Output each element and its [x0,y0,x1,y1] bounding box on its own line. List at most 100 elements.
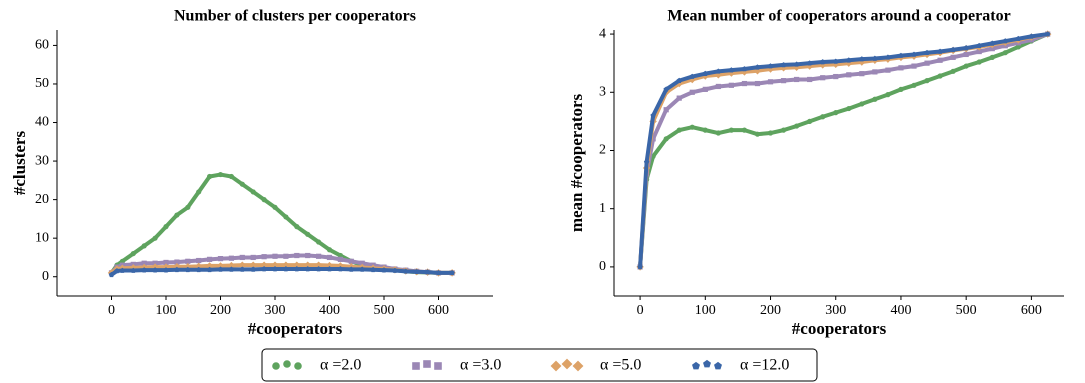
marker [163,224,169,230]
marker [250,254,256,261]
legend-label: α =2.0 [320,357,361,374]
marker [359,266,365,272]
marker [196,189,202,195]
legend-marker [714,361,722,370]
marker [370,266,376,273]
marker [963,45,969,51]
x-tick-label: 600 [1021,303,1042,318]
marker [381,267,387,273]
marker [911,63,917,69]
y-tick-label: 0 [42,269,49,284]
marker [185,258,191,264]
marker [754,131,761,137]
marker [261,254,267,260]
marker [859,101,865,107]
marker [228,255,234,261]
marker [196,257,202,264]
marker [820,114,826,120]
marker [239,181,245,187]
marker [898,65,904,71]
y-axis-label: mean #cooperators [567,93,586,232]
legend-marker [434,362,442,370]
marker [185,204,191,210]
marker [715,83,721,90]
marker [217,266,224,272]
marker [359,260,365,266]
marker [1044,31,1051,37]
marker [807,76,813,83]
marker [976,48,982,55]
legend-label: α =12.0 [740,357,789,374]
marker [911,82,917,88]
marker [114,268,120,274]
legend-marker [412,362,420,370]
marker [1028,33,1035,39]
marker [663,107,669,113]
marker [162,263,170,271]
marker [435,270,442,276]
marker [152,267,158,273]
marker [152,260,158,266]
marker [337,266,344,272]
marker [207,256,213,262]
marker [950,68,956,74]
legend-marker [550,360,562,372]
y-tick-label: 60 [35,38,49,53]
marker [239,266,246,272]
marker [780,78,787,84]
marker [261,266,267,272]
marker [449,270,455,276]
marker [239,254,245,261]
marker [663,86,669,92]
marker [807,118,813,124]
marker [846,72,852,78]
marker [130,267,137,273]
marker [392,267,398,273]
marker [859,56,865,62]
marker [963,51,969,58]
marker [872,55,878,61]
marker [676,127,682,133]
marker [217,256,224,262]
marker [250,189,256,195]
marker [424,269,431,275]
marker [911,51,917,57]
marker [249,261,257,269]
series-line [110,267,453,277]
marker [337,256,343,262]
marker [833,73,839,80]
legend-label: α =3.0 [460,357,501,374]
series-line [638,32,1049,268]
x-axis-label: #cooperators [792,319,887,338]
marker [833,58,839,64]
y-tick-label: 40 [35,115,49,130]
x-tick-label: 300 [265,303,286,318]
marker [326,254,333,261]
marker [130,250,136,257]
y-axis-label: #clusters [10,131,29,196]
marker [326,266,333,272]
x-tick-label: 500 [374,303,395,318]
marker [741,80,748,87]
marker [294,224,300,230]
marker [108,271,115,278]
series-line [638,32,1049,268]
marker [216,262,225,270]
marker [348,266,355,272]
marker [859,71,865,77]
marker [794,123,800,129]
x-tick-label: 100 [156,303,177,318]
chart-title: Number of clusters per cooperators [174,8,416,25]
marker [141,243,147,249]
marker [833,110,839,116]
marker [702,70,709,76]
marker [1002,38,1009,44]
marker [792,63,801,71]
marker [163,259,169,266]
legend-marker [703,359,711,368]
marker [1015,44,1021,50]
y-tick-label: 0 [599,259,606,274]
y-tick-label: 4 [599,26,606,41]
legend-marker [572,360,584,372]
marker [924,49,930,56]
